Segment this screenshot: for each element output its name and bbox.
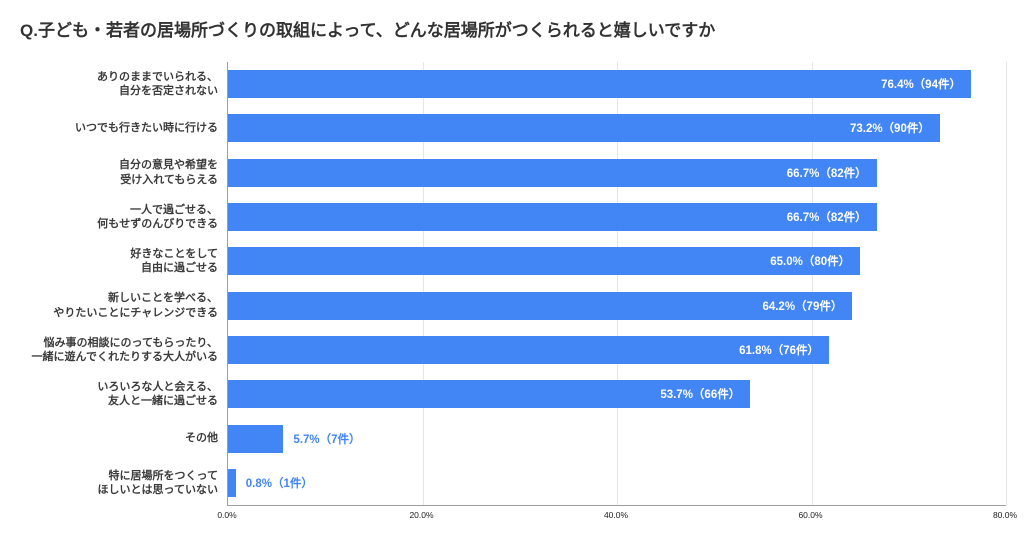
bar: 64.2%（79件）	[228, 291, 853, 320]
category-label: 自分の意見や希望を 受け入れてもらえる	[119, 159, 218, 186]
gridline	[1006, 62, 1007, 505]
bar-value-label: 61.8%（76件）	[739, 344, 819, 357]
x-tick-label: 60.0%	[798, 510, 823, 520]
category-label: 好きなことをして 自由に過ごせる	[130, 248, 218, 275]
bar: 53.7%（66件）	[228, 380, 751, 409]
bar-value-label: 76.4%（94件）	[881, 79, 961, 92]
bar-row: 66.7%（82件）	[228, 151, 1006, 195]
bar-row: 0.8%（1件）	[228, 461, 1006, 505]
bar-row: 53.7%（66件）	[228, 372, 1006, 416]
category-labels: ありのままでいられる、 自分を否定されないいつでも行きたい時に行ける自分の意見や…	[0, 62, 218, 505]
gridline	[422, 62, 424, 505]
bar-value-label: 64.2%（79件）	[762, 300, 843, 313]
bar-row: 66.7%（82件）	[228, 195, 1006, 239]
category-label: 一人で過ごせる、 何もせずのんびりできる	[97, 203, 218, 231]
x-tick-label: 0.0%	[217, 510, 237, 520]
category-label: 特に居場所をつくって ほしいとは思っていない	[97, 469, 218, 496]
bar: 65.0%（80件）	[228, 247, 861, 276]
category-label: 悩み事の相談にのってもらったり、 一緒に遊んでくれたりする大人がいる	[31, 336, 218, 363]
bar-row: 65.0%（80件）	[228, 239, 1006, 283]
bar: 61.8%（76件）	[228, 335, 829, 364]
bar-value-label: 66.7%（82件）	[786, 212, 867, 225]
category-label: 新しいことを学べる、 やりたいことにチャレンジできる	[53, 292, 218, 319]
category-label: ありのままでいられる、 自分を否定されない	[97, 70, 218, 98]
category-label: いつでも行きたい時に行ける	[75, 122, 218, 135]
bar-value-label: 5.7%（7件）	[293, 433, 361, 446]
bar-row: 5.7%（7件）	[228, 416, 1006, 460]
bar-row: 61.8%（76件）	[228, 328, 1006, 372]
bar-value-label: 73.2%（90件）	[849, 123, 930, 136]
bar-value-label: 53.7%（66件）	[660, 389, 741, 402]
category-label: いろいろな人と会える、 友人と一緒に過ごせる	[97, 380, 218, 408]
bar: 73.2%（90件）	[228, 114, 940, 143]
category-label: その他	[185, 432, 218, 445]
bar-row: 64.2%（79件）	[228, 283, 1006, 327]
gridline	[811, 62, 813, 505]
x-tick-label: 40.0%	[603, 510, 629, 520]
gridline	[617, 62, 618, 505]
chart-title: Q.子ども・若者の居場所づくりの取組によって、どんな居場所がつくられると嬉しいで…	[20, 21, 716, 40]
bar: 76.4%（94件）	[228, 70, 971, 99]
bar: 66.7%（82件）	[228, 158, 877, 187]
bar-row: 73.2%（90件）	[228, 106, 1006, 150]
x-axis: 0.0% 20.0% 40.0% 60.0% 80.0%	[217, 510, 1017, 524]
x-tick-label: 20.0%	[409, 510, 434, 520]
bar	[228, 424, 284, 453]
bar-value-label: 0.8%（1件）	[245, 477, 313, 490]
bar: 66.7%（82件）	[228, 203, 877, 232]
bar-value-label: 66.7%（82件）	[786, 167, 867, 180]
bar-value-label: 65.0%（80件）	[770, 256, 851, 269]
x-tick-label: 80.0%	[992, 510, 1018, 520]
plot-area: 76.4%（94件） 73.2%（90件） 66.7%（82件） 66.7%（82件）…	[227, 62, 1007, 506]
bar-rows: 76.4%（94件） 73.2%（90件） 66.7%（82件） 66.7%（82件）…	[228, 62, 1006, 505]
bar-row: 76.4%（94件）	[228, 62, 1006, 106]
bar	[228, 468, 236, 497]
